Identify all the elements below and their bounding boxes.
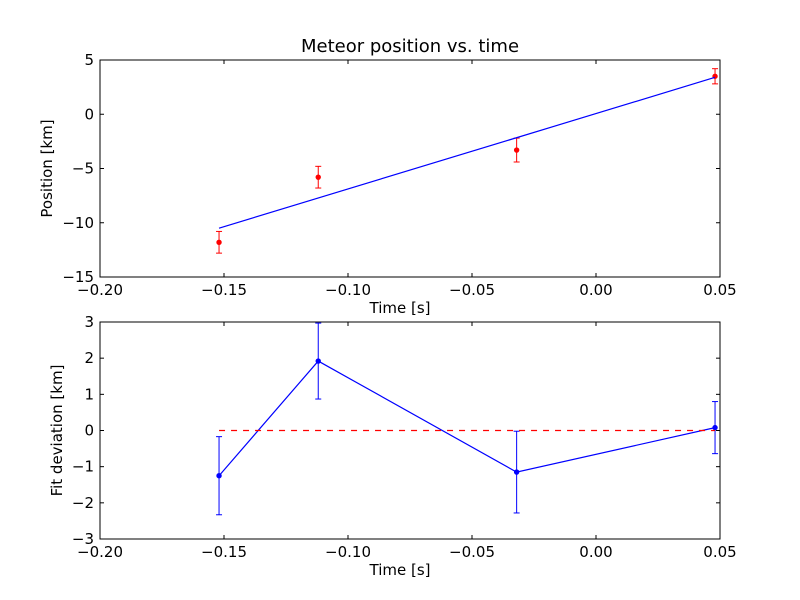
y-tick-label: 0 <box>84 422 94 440</box>
x-tick-label: −0.15 <box>201 281 247 299</box>
plot-frame <box>99 321 721 540</box>
y-tick-label: −1 <box>72 458 94 476</box>
x-tick-label: 0.00 <box>579 543 612 561</box>
y-tick-label: 0 <box>84 105 94 123</box>
y-tick-label: 1 <box>84 385 94 403</box>
plot-frame <box>99 59 721 278</box>
fit-line <box>218 76 716 229</box>
x-tick-label: −0.15 <box>201 543 247 561</box>
data-point <box>216 239 222 245</box>
x-tick-label: −0.10 <box>325 281 371 299</box>
y-tick-label: −10 <box>62 214 94 232</box>
y-tick-label: 5 <box>84 51 94 69</box>
y-axis-label: Position [km] <box>38 119 56 217</box>
x-axis-label: Time [s] <box>369 561 431 579</box>
data-point <box>712 424 718 431</box>
y-tick-label: −15 <box>62 268 94 286</box>
deviation-line <box>218 360 716 477</box>
y-tick-label: −5 <box>72 160 94 178</box>
data-point <box>315 174 321 180</box>
data-point <box>315 358 321 364</box>
y-tick-label: −3 <box>72 530 94 548</box>
x-axis-label: Time [s] <box>369 299 431 317</box>
x-tick-label: 0.05 <box>703 543 736 561</box>
x-tick-label: 0.00 <box>579 281 612 299</box>
y-axis-label: Fit deviation [km] <box>48 365 66 497</box>
chart-title: Meteor position vs. time <box>301 36 519 57</box>
top-axes: −0.20 −0.15 −0.10 −0.05 0.00 0.05 −15 −10 −5 0 5 Ti… <box>38 51 737 317</box>
data-point <box>513 469 520 475</box>
data-point <box>216 473 222 479</box>
bottom-axes: −0.20 −0.15 −0.10 −0.05 0.00 0.05 −3 −2 −1 0 1 2 3 Ti… <box>48 313 737 579</box>
y-tick-label: 3 <box>84 313 94 331</box>
y-tick-label: −2 <box>72 494 94 512</box>
x-tick-label: 0.05 <box>703 281 736 299</box>
data-point <box>513 147 520 153</box>
y-tick-label: 2 <box>84 349 94 367</box>
x-tick-label: −0.10 <box>325 543 371 561</box>
x-tick-label: −0.20 <box>77 281 123 299</box>
x-tick-label: −0.05 <box>449 281 495 299</box>
x-tick-label: −0.20 <box>77 543 123 561</box>
x-tick-label: −0.05 <box>449 543 495 561</box>
